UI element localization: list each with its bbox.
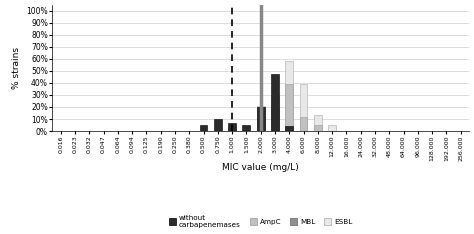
Bar xyxy=(200,125,208,131)
Bar xyxy=(271,74,279,131)
Bar xyxy=(271,95,279,131)
Bar xyxy=(285,84,293,131)
Bar xyxy=(228,123,236,131)
Bar xyxy=(271,107,279,131)
Bar xyxy=(300,117,308,131)
Bar xyxy=(314,115,322,131)
X-axis label: MIC value (mg/L): MIC value (mg/L) xyxy=(222,164,299,172)
Legend: without
carbapenemases, AmpC, MBL, ESBL: without carbapenemases, AmpC, MBL, ESBL xyxy=(166,212,356,231)
Bar xyxy=(257,107,264,131)
Bar xyxy=(228,128,236,131)
Bar xyxy=(214,119,222,131)
Bar xyxy=(243,125,250,131)
Bar xyxy=(285,61,293,131)
Bar xyxy=(314,125,322,131)
Bar xyxy=(285,126,293,131)
Bar xyxy=(328,125,336,131)
Bar xyxy=(300,84,308,131)
Y-axis label: % strains: % strains xyxy=(12,47,21,89)
Bar xyxy=(257,106,264,131)
Bar xyxy=(257,107,264,131)
